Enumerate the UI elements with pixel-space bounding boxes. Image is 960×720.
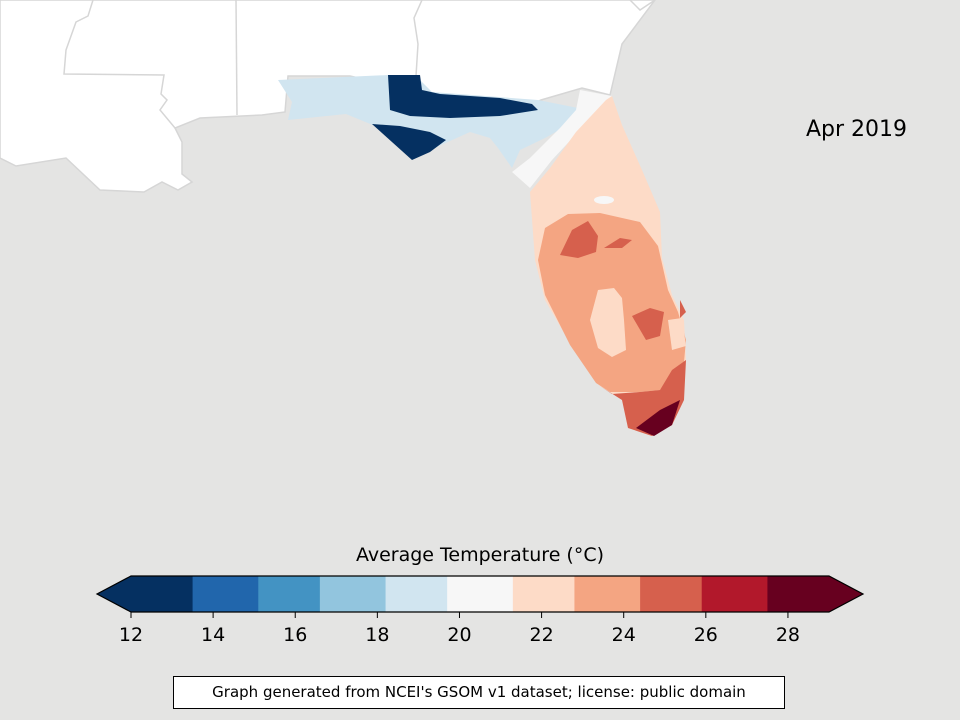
state-border bbox=[413, 0, 423, 77]
colorbar-title: Average Temperature (°C) bbox=[355, 544, 605, 566]
colorbar-outline bbox=[95, 575, 865, 613]
colorbar-tick-label: 18 bbox=[365, 624, 390, 646]
near-20c-band bbox=[512, 90, 612, 188]
hottest-region bbox=[636, 400, 680, 436]
colorbar-bin-4 bbox=[385, 576, 448, 612]
attribution-box: Graph generated from NCEI's GSOM v1 data… bbox=[173, 676, 785, 709]
colorbar-bin-10 bbox=[767, 576, 830, 612]
colorbar bbox=[95, 575, 865, 618]
colorbar-bin-1 bbox=[192, 576, 259, 612]
colorbar-extend-low bbox=[97, 576, 131, 612]
colorbar-bin-2 bbox=[258, 576, 321, 612]
colorbar-bin-3 bbox=[319, 576, 387, 612]
colorbar-tick-label: 20 bbox=[447, 624, 472, 646]
cold-region bbox=[388, 75, 538, 118]
neighbor-states-land bbox=[0, 0, 656, 193]
hot-region bbox=[680, 300, 686, 318]
florida-panhandle-region bbox=[278, 75, 578, 168]
colorbar-bin-5 bbox=[447, 576, 514, 612]
state-border bbox=[629, 0, 656, 11]
colorbar-tick-label: 22 bbox=[529, 624, 554, 646]
colorbar-bin-8 bbox=[640, 576, 703, 612]
hot-region bbox=[604, 238, 632, 248]
colorbar-bin-6 bbox=[512, 576, 575, 612]
colorbar-tick-label: 24 bbox=[611, 624, 636, 646]
colorbar-tick-label: 14 bbox=[201, 624, 226, 646]
cooler-island bbox=[668, 318, 686, 350]
colorbar-bin-0 bbox=[131, 576, 194, 612]
state-border bbox=[63, 0, 176, 129]
colorbar-tick-label: 26 bbox=[693, 624, 718, 646]
colorbar-tick-label: 12 bbox=[118, 624, 144, 646]
hot-region bbox=[632, 308, 664, 340]
cold-region bbox=[372, 124, 446, 160]
near-20c-patch bbox=[594, 196, 614, 204]
colorbar-tick-label: 16 bbox=[283, 624, 308, 646]
colorbar-bin-7 bbox=[574, 576, 641, 612]
state-border bbox=[235, 0, 238, 116]
colorbar-tick-label: 28 bbox=[775, 624, 801, 646]
hot-region bbox=[560, 221, 598, 258]
date-label: Apr 2019 bbox=[806, 117, 908, 142]
cooler-island bbox=[590, 288, 626, 357]
colorbar-extend-high bbox=[829, 576, 863, 612]
colorbar-bin-9 bbox=[701, 576, 768, 612]
